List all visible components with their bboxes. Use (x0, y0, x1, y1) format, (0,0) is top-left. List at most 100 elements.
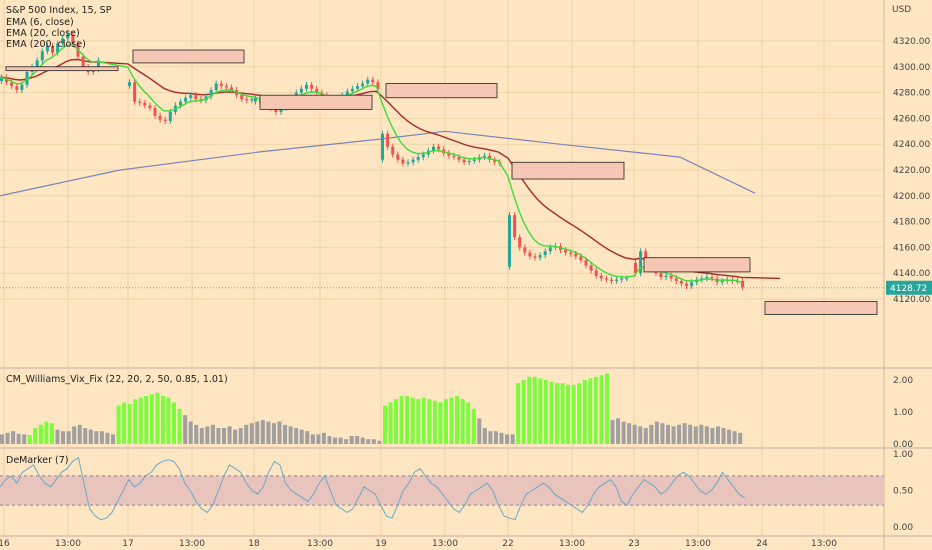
vix-bar (499, 432, 504, 444)
candle (406, 162, 410, 164)
vix-bar (72, 426, 77, 444)
demarker-line (0, 456, 746, 521)
vix-bar (99, 431, 104, 444)
x-tick-label: 22 (502, 539, 513, 549)
demarker-y-tick: 0.50 (893, 487, 913, 497)
candle (350, 88, 354, 92)
candle (219, 83, 223, 87)
candle (594, 270, 598, 276)
candle (396, 154, 400, 160)
candle (168, 111, 172, 121)
candle (679, 280, 683, 284)
vix-bar (61, 431, 66, 444)
candle (508, 215, 511, 267)
ema200-line (0, 130, 756, 197)
x-tick-label: 13:00 (811, 539, 837, 549)
vix-bar (222, 428, 226, 444)
y-tick-label: 4240.00 (893, 140, 930, 150)
vix-bar (33, 428, 38, 444)
x-tick-label: 13:00 (307, 539, 333, 549)
candle (224, 86, 228, 88)
candle (366, 79, 370, 84)
vix-bar (521, 380, 526, 444)
x-tick-label: 16 (0, 539, 10, 549)
vix-bar (660, 423, 665, 444)
vix-bar (149, 394, 154, 444)
vix-bar (49, 423, 54, 444)
vix-bar (55, 429, 60, 444)
candle (488, 155, 492, 160)
vix-bar (227, 426, 232, 444)
vix-bar (277, 421, 282, 444)
ema6-line (0, 44, 742, 284)
candle (0, 77, 3, 81)
candle (528, 252, 532, 257)
vix-bar (16, 433, 21, 444)
vix-bar (704, 426, 709, 444)
candle (604, 278, 608, 280)
vix-bar (94, 431, 99, 444)
supply-demand-zone (511, 161, 625, 180)
y-tick-label: 4220.00 (893, 166, 930, 176)
vix-bar (455, 396, 460, 444)
candle (700, 278, 704, 280)
candle (381, 133, 384, 160)
vix-bar (394, 399, 399, 444)
vix-bar (588, 378, 593, 444)
vix-bar (111, 434, 115, 444)
candle (209, 90, 213, 97)
candle (584, 260, 588, 266)
vix-bar (427, 399, 432, 444)
candle (543, 251, 547, 256)
vix-bar (0, 434, 4, 444)
candle (483, 155, 486, 158)
vix-bar (355, 436, 360, 444)
y-tick-label: 4180.00 (893, 218, 930, 228)
candle (462, 159, 466, 163)
indicator-legend-0: EMA (6, close) (6, 17, 74, 28)
vix-bar (482, 428, 487, 444)
indicator-legend-2: EMA (200, close) (6, 39, 86, 50)
candle (564, 249, 568, 253)
vix-bar (432, 400, 437, 444)
vix-bar (294, 428, 299, 444)
candle (148, 105, 152, 109)
vix-bar (549, 381, 554, 444)
vix-bar (638, 426, 643, 444)
vix-bar (693, 426, 698, 444)
vix-bar (688, 424, 693, 444)
vix-bar (738, 432, 743, 444)
candle (720, 280, 724, 283)
vix-bar (155, 392, 160, 444)
vix-bar (516, 383, 521, 444)
vix-bar (288, 426, 293, 444)
vix-bar (38, 424, 43, 444)
vix-bar (582, 380, 587, 444)
candle (432, 146, 435, 151)
candle (589, 265, 593, 271)
y-tick-label: 4300.00 (893, 63, 930, 73)
x-tick-label: 24 (756, 539, 768, 549)
vix-bar (122, 402, 127, 444)
vix-bar (560, 383, 565, 444)
vix-bar (493, 431, 498, 444)
candle (669, 275, 673, 279)
vix-bar (283, 424, 288, 444)
x-tick-label: 13:00 (559, 539, 585, 549)
vix-bar (377, 440, 382, 444)
candle (467, 160, 471, 163)
candle (138, 101, 142, 103)
x-tick-label: 18 (248, 539, 260, 549)
vix-bar (255, 421, 260, 444)
vix-bar (144, 396, 149, 444)
candle (386, 133, 390, 147)
vix-bar (244, 424, 249, 444)
vix-bar (699, 424, 704, 444)
candle (741, 280, 745, 288)
vix-bar (538, 378, 543, 444)
vix-bar (543, 380, 548, 444)
candle (705, 277, 709, 279)
vix-bar (160, 396, 165, 444)
candle (20, 84, 24, 91)
